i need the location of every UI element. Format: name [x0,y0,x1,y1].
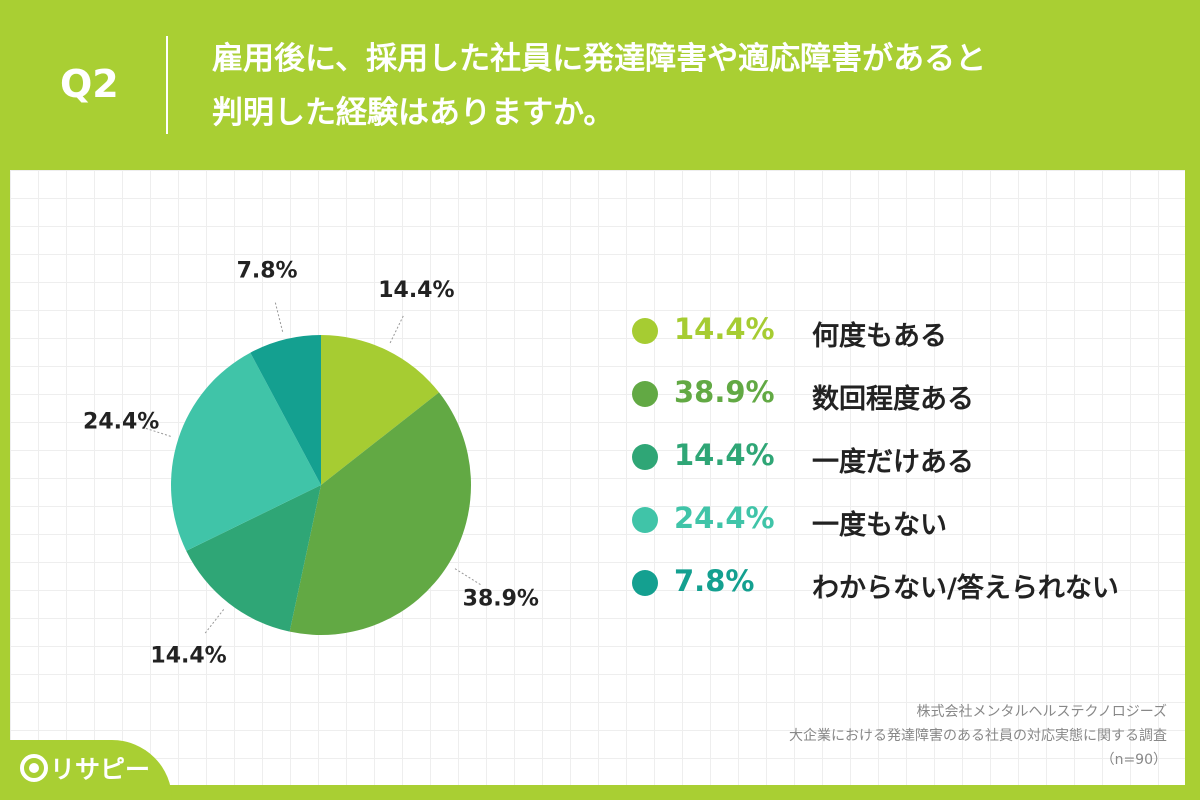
slice-data-label: 14.4% [150,643,226,668]
legend-label: 数回程度ある [812,384,974,415]
question-label: Q2 [60,62,119,106]
legend-swatch [632,444,658,470]
logo: リサピー [0,740,172,800]
legend-item-2: 38.9% 数回程度ある [628,363,1188,426]
legend-label: 一度だけある [812,447,974,478]
pie-slice [186,485,321,632]
pie-slice [250,335,321,485]
legend-label: わからない/答えられない [812,573,1119,604]
slice-data-label: 14.4% [378,278,454,303]
question-title: 雇用後に、採用した社員に発達障害や適応障害があると 判明した経験はありますか。 [212,32,986,140]
source-note: 株式会社メンタルヘルステクノロジーズ 大企業における発達障害のある社員の対応実態… [789,700,1167,772]
legend-swatch [632,381,658,407]
header: Q2 雇用後に、採用した社員に発達障害や適応障害があると 判明した経験はあります… [0,0,1200,170]
legend-swatch [632,570,658,596]
slice-data-label: 7.8% [237,259,298,284]
logo-text: リサピー [50,755,151,784]
legend-percent: 24.4% [674,501,775,535]
pin-icon [20,754,48,782]
leader-line [454,568,481,585]
pie-chart: 14.4% 38.9% 14.4% 24.4% 7.8% [83,259,539,669]
legend: 14.4% 何度もある 38.9% 数回程度ある 14.4% 一度だけある 24… [628,300,1188,615]
pie-slice [321,335,440,485]
slice-data-label: 38.9% [463,586,539,611]
legend-label: 一度もない [812,510,947,541]
chart-card: 14.4% 38.9% 14.4% 24.4% 7.8% 14.4% 何度もある 38.… [10,170,1185,785]
source-sample-size: （n=90） [1100,752,1167,768]
legend-item-3: 14.4% 一度だけある [628,426,1188,489]
legend-swatch [632,318,658,344]
legend-label: 何度もある [812,321,947,352]
question-title-line-2: 判明した経験はありますか。 [212,95,615,131]
leader-line [141,426,171,437]
source-survey: 大企業における発達障害のある社員の対応実態に関する調査 [789,728,1167,744]
source-company: 株式会社メンタルヘルステクノロジーズ [916,704,1167,720]
legend-percent: 7.8% [674,564,755,598]
legend-percent: 38.9% [674,375,775,409]
legend-swatch [632,507,658,533]
header-divider [166,36,168,134]
legend-percent: 14.4% [674,312,775,346]
pie-slice [170,352,321,551]
question-title-line-1: 雇用後に、採用した社員に発達障害や適応障害があると [212,41,987,77]
legend-item-1: 14.4% 何度もある [628,300,1188,363]
leader-line [389,315,404,344]
legend-item-4: 24.4% 一度もない [628,489,1188,552]
leader-line [274,302,284,332]
legend-percent: 14.4% [674,438,775,472]
pie-slice [289,392,472,635]
slice-data-label: 24.4% [83,409,159,434]
legend-item-5: 7.8% わからない/答えられない [628,552,1188,615]
leader-line [204,609,225,634]
